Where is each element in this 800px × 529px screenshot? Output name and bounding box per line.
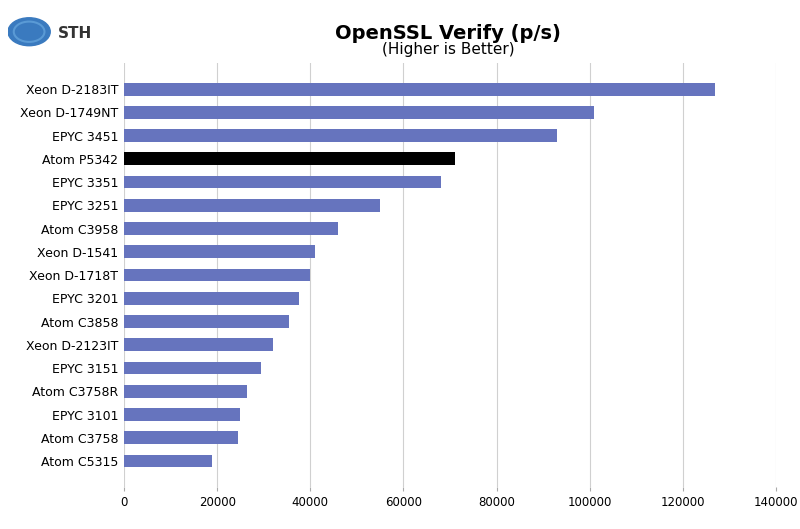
Bar	[124, 106, 594, 118]
Circle shape	[8, 18, 50, 45]
Bar	[124, 432, 238, 444]
Bar	[124, 339, 273, 351]
Bar	[124, 222, 338, 235]
Text: (Higher is Better): (Higher is Better)	[382, 42, 514, 57]
Bar	[124, 176, 441, 188]
Bar	[124, 245, 315, 258]
Bar	[124, 385, 247, 398]
Bar	[124, 269, 310, 281]
Bar	[124, 199, 380, 212]
Bar	[124, 292, 298, 305]
Text: STH: STH	[58, 25, 92, 41]
Bar	[124, 315, 290, 328]
Bar	[124, 454, 213, 468]
Bar	[124, 83, 715, 96]
Bar	[124, 129, 557, 142]
Bar	[124, 408, 241, 421]
Bar	[124, 152, 454, 165]
Bar	[124, 362, 262, 375]
Text: OpenSSL Verify (p/s): OpenSSL Verify (p/s)	[335, 24, 561, 43]
